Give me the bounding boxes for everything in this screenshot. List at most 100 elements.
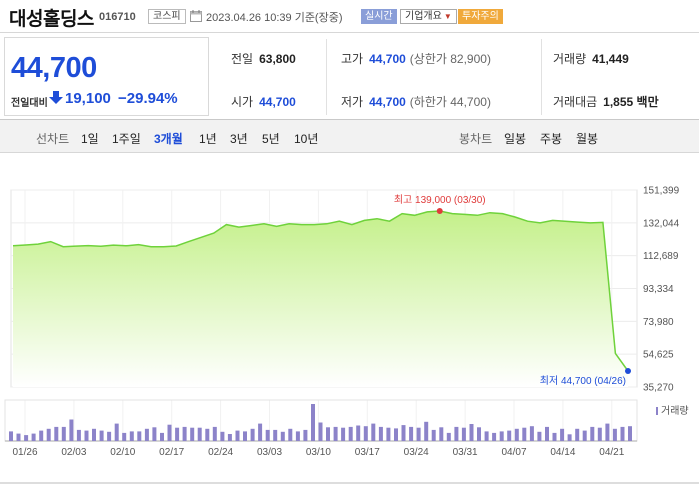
volume-bar (522, 427, 527, 441)
volume-bar (295, 431, 300, 441)
volume-bar (461, 427, 466, 441)
x-tick-label: 02/24 (208, 447, 233, 458)
volume-bar (31, 433, 36, 441)
candle-weekly[interactable]: 주봉 (540, 132, 563, 146)
low-label: 저가 (341, 95, 364, 109)
volume-bar (69, 419, 74, 441)
period-1d[interactable]: 1일 (81, 132, 99, 146)
volume-bar (190, 427, 195, 441)
volume-label: 거래량 (553, 52, 587, 66)
volume-bar (348, 426, 353, 441)
stock-code: 016710 (99, 11, 136, 23)
volume-stat: 거래량 41,449 (553, 50, 629, 67)
company-overview-label: 기업개요 (405, 11, 442, 22)
prev-close-value: 63,800 (259, 52, 296, 66)
high-value: 44,700 (369, 52, 406, 66)
volume-bar (24, 435, 29, 441)
period-3m[interactable]: 3개월 (154, 132, 183, 146)
low-stat: 저가 44,700 (하한가 44,700) (341, 93, 491, 110)
volume-bar (439, 427, 444, 441)
market-tag: 코스피 (148, 9, 186, 24)
volume-bar (394, 428, 398, 441)
divider (541, 39, 542, 115)
volume-bar (431, 429, 436, 441)
volume-bar (212, 426, 217, 441)
volume-bar (628, 426, 632, 441)
volume-value: 41,449 (592, 52, 629, 66)
volume-bar (227, 434, 232, 441)
volume-bar (454, 426, 459, 441)
x-tick-label: 04/14 (550, 447, 575, 458)
volume-bar (303, 429, 308, 441)
volume-bar (537, 431, 542, 442)
volume-bar (16, 433, 21, 441)
volume-bar (84, 430, 89, 441)
volume-bar (477, 427, 481, 441)
period-10y[interactable]: 10년 (294, 132, 319, 146)
volume-bar (545, 426, 549, 441)
volume-bar (341, 427, 346, 441)
volume-bar (363, 426, 368, 441)
x-tick-label: 03/24 (404, 447, 429, 458)
volume-bar (484, 431, 489, 441)
volume-bar (152, 427, 157, 441)
volume-bar (129, 431, 134, 441)
company-overview-dropdown[interactable]: 기업개요 ▼ (400, 9, 457, 24)
period-1w[interactable]: 1주일 (112, 132, 141, 146)
volume-bar (122, 432, 127, 441)
volume-bar (54, 426, 59, 441)
volume-bar (590, 426, 595, 441)
low-marker (625, 368, 631, 375)
volume-bar (612, 428, 617, 441)
volume-bar (605, 423, 610, 441)
calendar-icon (190, 10, 202, 22)
period-3y[interactable]: 3년 (230, 132, 248, 146)
period-5y[interactable]: 5년 (262, 132, 280, 146)
volume-bar (144, 428, 149, 441)
volume-bar (311, 404, 315, 441)
lower-limit-note: (하한가 44,700) (409, 95, 491, 109)
volume-bar (76, 429, 81, 441)
period-1y[interactable]: 1년 (199, 132, 217, 146)
candle-daily[interactable]: 일봉 (504, 132, 527, 146)
x-tick-label: 03/10 (306, 447, 331, 458)
candle-chart-label: 봉차트 (459, 132, 493, 146)
x-tick-label: 04/21 (599, 447, 624, 458)
x-tick-label: 04/07 (501, 447, 526, 458)
high-annotation: 최고 139,000 (03/30) (394, 194, 486, 206)
current-price: 44,700 (11, 52, 97, 84)
x-tick-label: 03/03 (257, 447, 282, 458)
volume-bar (220, 431, 225, 442)
price-line (12, 210, 629, 372)
candle-monthly[interactable]: 월봉 (576, 132, 599, 146)
volume-bar (107, 431, 112, 442)
volume-legend-label: 거래량 (661, 405, 689, 417)
prev-day-label: 전일대비 (11, 98, 48, 109)
price-chart: 최고 139,000 (03/30) 최저 44,700 (04/26) 151,… (0, 186, 699, 484)
volume-bar (378, 426, 383, 441)
volume-bar (567, 434, 572, 441)
chevron-down-icon: ▼ (443, 12, 452, 21)
volume-bar (560, 428, 565, 441)
volume-bar (167, 424, 172, 441)
x-tick-label: 01/26 (12, 447, 37, 458)
volume-bar (92, 428, 96, 441)
volume-bar (197, 427, 202, 441)
volume-bar (318, 422, 323, 441)
volume-bar (258, 423, 263, 441)
realtime-badge[interactable]: 실시간 (361, 9, 397, 24)
y-tick-label: 35,270 (643, 383, 674, 394)
y-tick-label: 54,625 (643, 350, 674, 361)
down-arrow-icon (49, 91, 63, 104)
y-tick-label: 151,399 (643, 186, 680, 197)
volume-bar (409, 426, 414, 441)
y-tick-label: 73,980 (643, 317, 674, 328)
price-change: 19,100 (65, 90, 111, 107)
line-chart-label: 선차트 (36, 132, 70, 146)
x-tick-label: 03/31 (453, 447, 478, 458)
open-stat: 시가 44,700 (231, 93, 296, 110)
volume-bar (620, 426, 625, 441)
volume-bar (446, 432, 451, 441)
volume-bar (416, 427, 421, 441)
volume-bar (288, 428, 293, 441)
